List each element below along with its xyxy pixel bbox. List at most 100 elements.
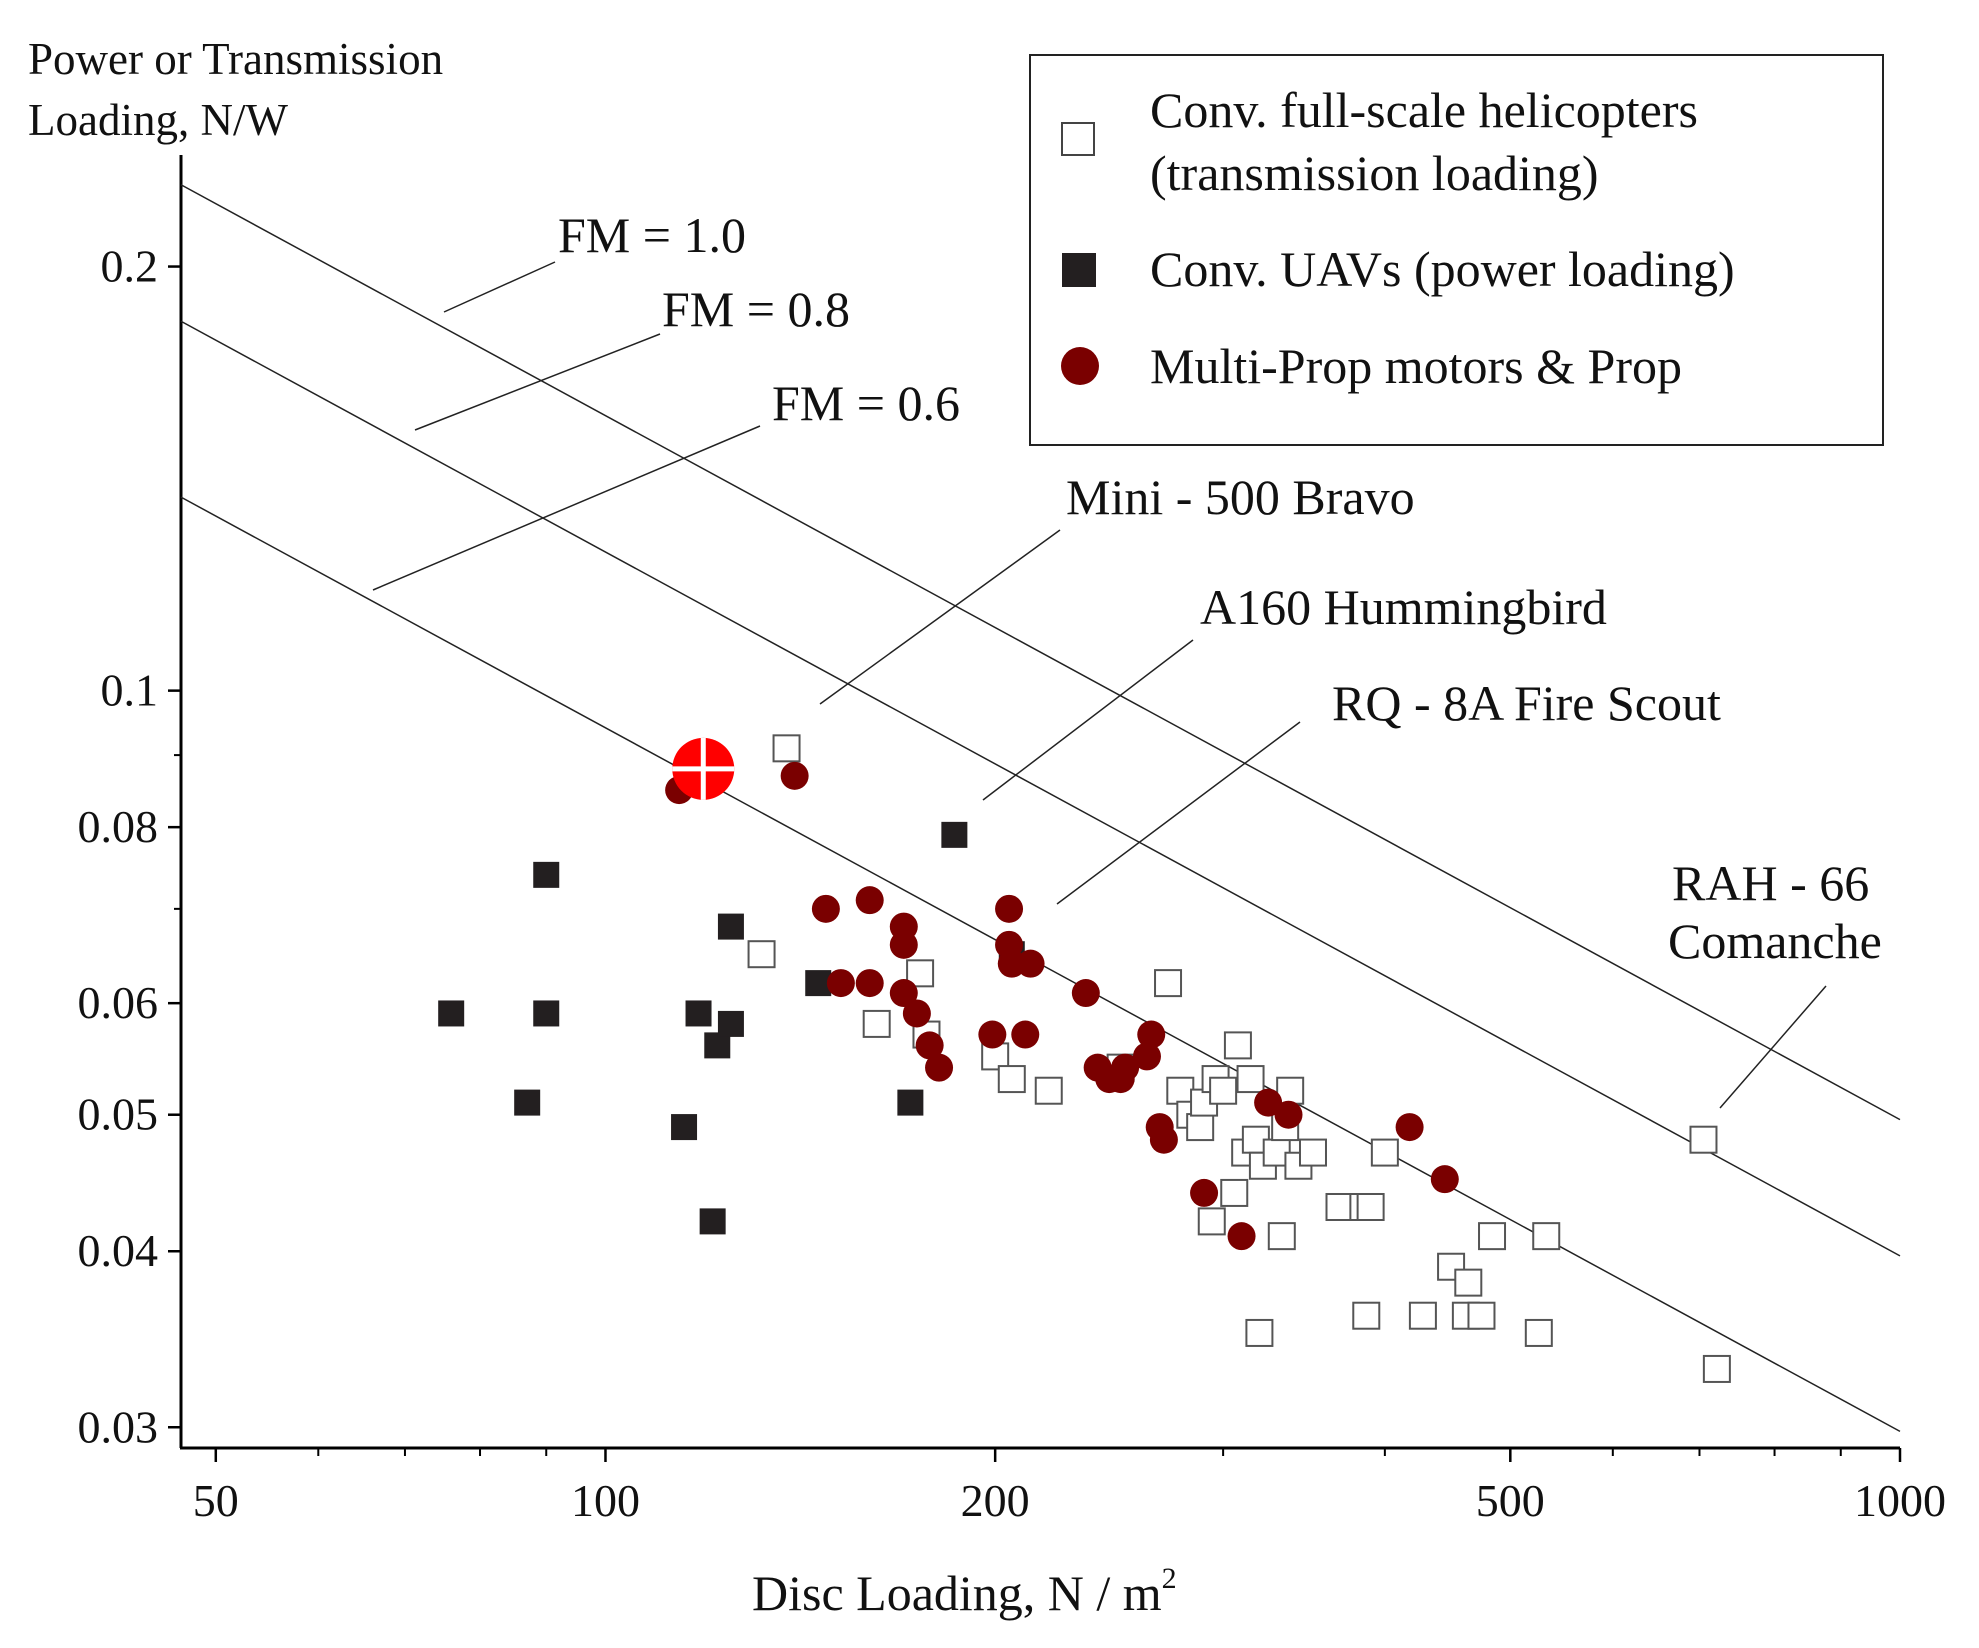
helicopter-point — [1478, 1222, 1507, 1251]
helicopter-point — [1220, 1178, 1249, 1207]
helicopter-point — [1370, 1138, 1399, 1167]
multiprop-point — [925, 1053, 954, 1082]
fm-line-1 — [180, 184, 1901, 1121]
x-tick-label: 100 — [571, 1475, 640, 1526]
annotation-leaders — [372, 261, 1827, 1109]
multiprop-point — [1395, 1113, 1424, 1142]
legend-label-helicopters-line1: Conv. full-scale helicopters — [1150, 82, 1698, 138]
x-axis-label: Disc Loading, N / m2 — [752, 1562, 1177, 1621]
helicopter-point — [1437, 1252, 1466, 1281]
helicopter-point — [1689, 1125, 1718, 1154]
data-points — [438, 734, 1731, 1383]
y-tick-label: 0.2 — [101, 241, 159, 292]
y-axis-label-line2: Loading, N/W — [28, 95, 288, 145]
legend-label-multiprop: Multi-Prop motors & Prop — [1150, 338, 1682, 394]
legend: Conv. full-scale helicopters (transmissi… — [1029, 54, 1884, 446]
multiprop-point — [1016, 949, 1045, 978]
x-tick-label: 500 — [1476, 1475, 1545, 1526]
helicopter-point — [1166, 1076, 1195, 1105]
uav-point — [699, 1208, 726, 1235]
uav-point — [533, 861, 560, 888]
helicopter-point — [997, 1065, 1026, 1094]
fm-0-6-leader — [372, 425, 761, 591]
multiprop-point — [1137, 1020, 1166, 1049]
multiprop-point — [1190, 1178, 1219, 1207]
x-axis-label-superscript: 2 — [1162, 1562, 1177, 1595]
highlight-marker — [672, 737, 735, 800]
y-axis-label-line1: Power or Transmission — [28, 34, 443, 84]
uav-point — [533, 1000, 560, 1027]
uav-point — [671, 1114, 698, 1141]
fm-line-0-8 — [180, 320, 1901, 1257]
legend-box — [1029, 54, 1884, 446]
a160-leader — [982, 639, 1194, 801]
multiprop-point — [1111, 1053, 1140, 1082]
uav-point — [514, 1089, 541, 1116]
helicopter-point — [1154, 969, 1183, 998]
helicopter-point — [1267, 1222, 1296, 1251]
fm-label-1-0: FM = 1.0 — [558, 207, 746, 263]
uav-point — [941, 821, 968, 848]
multiprop-point — [1132, 1042, 1161, 1071]
multiprop-point — [811, 894, 840, 923]
annotation-mini-500-bravo: Mini - 500 Bravo — [1066, 469, 1415, 525]
annotation-rq-8a-fire-scout: RQ - 8A Fire Scout — [1332, 675, 1721, 731]
multiprop-point — [978, 1020, 1007, 1049]
y-tick-label: 0.08 — [78, 801, 159, 852]
x-tick-label: 50 — [193, 1475, 239, 1526]
helicopter-point — [1408, 1301, 1437, 1330]
multiprop-point — [855, 969, 884, 998]
fm-label-0-6: FM = 0.6 — [772, 375, 960, 431]
legend-label-helicopters-line2: (transmission loading) — [1150, 145, 1599, 201]
legend-label-uavs: Conv. UAVs (power loading) — [1150, 241, 1735, 297]
mini-500-leader — [819, 529, 1061, 705]
helicopter-point — [1454, 1268, 1483, 1297]
multiprop-point — [889, 930, 918, 959]
uav-point — [717, 1010, 744, 1037]
annotation-a160-hummingbird: A160 Hummingbird — [1200, 579, 1607, 635]
multiprop-point — [1071, 979, 1100, 1008]
y-tick-label: 0.05 — [78, 1089, 159, 1140]
rah-66-leader — [1719, 985, 1827, 1109]
uav-point — [897, 1089, 924, 1116]
fm-label-0-8: FM = 0.8 — [662, 281, 850, 337]
multiprop-point — [1011, 1020, 1040, 1049]
fm-1-0-leader — [443, 261, 556, 313]
multiprop-point — [855, 886, 884, 915]
helicopter-point — [772, 734, 801, 763]
helicopter-point — [1467, 1301, 1496, 1330]
legend-marker-open-square — [1061, 122, 1095, 156]
helicopter-point — [1209, 1076, 1238, 1105]
multiprop-point — [902, 999, 931, 1028]
legend-marker-circle — [1061, 347, 1099, 385]
helicopter-point — [1532, 1222, 1561, 1251]
y-tick-label: 0.06 — [78, 977, 159, 1028]
multiprop-point — [826, 969, 855, 998]
helicopter-point — [1356, 1192, 1385, 1221]
x-ticks: 50 100 200 500 1000 — [193, 1448, 1946, 1526]
legend-marker-filled-square — [1062, 253, 1096, 287]
helicopter-point — [1325, 1192, 1354, 1221]
annotation-rah-66-line1: RAH - 66 — [1672, 855, 1869, 911]
x-tick-label: 200 — [961, 1475, 1030, 1526]
multiprop-point — [1227, 1222, 1256, 1251]
helicopter-point — [1034, 1076, 1063, 1105]
multiprop-point — [1274, 1100, 1303, 1129]
multiprop-point — [915, 1031, 944, 1060]
helicopter-point — [1352, 1301, 1381, 1330]
helicopter-point — [1197, 1207, 1226, 1236]
fm-0-8-leader — [414, 333, 661, 431]
helicopter-point — [1702, 1354, 1731, 1383]
helicopter-point — [747, 940, 776, 969]
helicopter-point — [1298, 1138, 1327, 1167]
helicopter-point — [1223, 1031, 1252, 1060]
x-axis-label-main: Disc Loading, N / m — [752, 1565, 1162, 1621]
uav-point — [717, 913, 744, 940]
rq-8a-leader — [1056, 721, 1301, 905]
multiprop-point — [889, 979, 918, 1008]
helicopter-point — [1186, 1113, 1215, 1142]
y-tick-label: 0.1 — [101, 665, 159, 716]
annotation-rah-66-line2: Comanche — [1668, 913, 1882, 969]
multiprop-point — [1149, 1125, 1178, 1154]
y-tick-label: 0.03 — [78, 1401, 159, 1452]
